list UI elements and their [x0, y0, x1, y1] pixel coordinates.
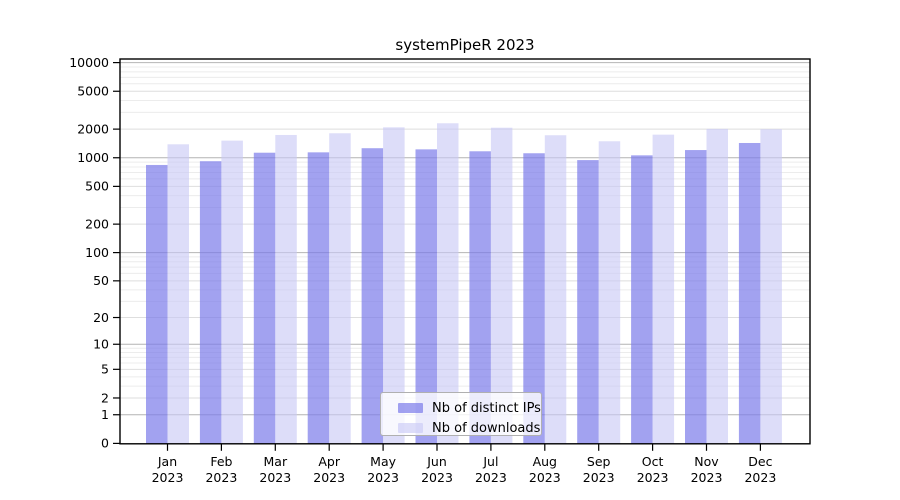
bar-nb-of-downloads-oct: [652, 134, 675, 444]
x-tick-year-feb: 2023: [205, 470, 237, 485]
x-tick-label-dec: Dec: [748, 454, 772, 469]
bar-nb-of-downloads-apr: [329, 133, 351, 444]
x-tick-label-jul: Jul: [482, 454, 498, 469]
bar-nb-of-distinct-ips-dec: [738, 142, 761, 444]
y-tick-label-500: 500: [85, 179, 109, 194]
bar-nb-of-distinct-ips-nov: [685, 150, 707, 444]
y-tick-label-10: 10: [93, 337, 109, 352]
x-tick-year-may: 2023: [367, 470, 399, 485]
x-tick-year-nov: 2023: [691, 470, 723, 485]
bar-nb-of-downloads-jan: [167, 144, 189, 444]
bar-nb-of-downloads-mar: [275, 134, 297, 444]
legend-label-downloads: Nb of downloads: [432, 420, 541, 436]
x-tick-label-sep: Sep: [587, 454, 611, 469]
chart-title: systemPipeR 2023: [395, 36, 535, 54]
x-tick-label-aug: Aug: [533, 454, 557, 469]
bar-nb-of-distinct-ips-oct: [631, 155, 653, 444]
bar-nb-of-distinct-ips-may: [361, 148, 384, 444]
legend-swatch-downloads-icon: [398, 423, 423, 433]
y-tick-label-20: 20: [93, 310, 109, 325]
bar-nb-of-distinct-ips-jun: [415, 149, 437, 444]
y-tick-label-5000: 5000: [77, 84, 109, 99]
bar-nb-of-downloads-may: [383, 127, 405, 444]
x-tick-label-nov: Nov: [694, 454, 719, 469]
bar-nb-of-distinct-ips-jul: [469, 151, 491, 444]
bar-nb-of-downloads-aug: [544, 135, 567, 444]
bar-nb-of-distinct-ips-mar: [253, 152, 276, 444]
x-tick-year-aug: 2023: [529, 470, 561, 485]
legend: Nb of distinct IPs Nb of downloads: [380, 392, 542, 436]
legend-label-distinct-ips: Nb of distinct IPs: [432, 400, 541, 416]
x-tick-label-jan: Jan: [157, 454, 177, 469]
x-tick-label-mar: Mar: [264, 454, 288, 469]
x-tick-year-apr: 2023: [313, 470, 345, 485]
x-tick-year-jan: 2023: [152, 470, 184, 485]
x-tick-label-feb: Feb: [210, 454, 232, 469]
bar-nb-of-distinct-ips-sep: [577, 160, 599, 444]
y-tick-label-100: 100: [85, 245, 109, 260]
bar-nb-of-distinct-ips-feb: [199, 161, 222, 444]
bar-nb-of-downloads-nov: [706, 128, 728, 444]
x-tick-year-sep: 2023: [583, 470, 615, 485]
bar-nb-of-distinct-ips-aug: [523, 153, 545, 444]
bar-nb-of-downloads-feb: [221, 140, 243, 444]
y-tick-label-1: 1: [101, 407, 109, 422]
x-tick-year-oct: 2023: [637, 470, 669, 485]
x-tick-year-dec: 2023: [744, 470, 776, 485]
bar-nb-of-downloads-jul: [490, 127, 513, 444]
y-tick-label-2: 2: [101, 390, 109, 405]
bar-nb-of-distinct-ips-apr: [307, 152, 330, 444]
x-tick-year-mar: 2023: [259, 470, 291, 485]
y-tick-label-10000: 10000: [69, 55, 109, 70]
bar-nb-of-downloads-jun: [437, 123, 459, 444]
legend-swatch-distinct-ips-icon: [398, 403, 423, 413]
y-tick-label-1000: 1000: [77, 150, 109, 165]
y-tick-label-50: 50: [93, 273, 109, 288]
x-tick-year-jun: 2023: [421, 470, 453, 485]
x-tick-label-may: May: [370, 454, 396, 469]
y-tick-label-200: 200: [85, 216, 109, 231]
x-tick-label-oct: Oct: [642, 454, 664, 469]
y-tick-label-5: 5: [101, 362, 109, 377]
bar-nb-of-distinct-ips-jan: [146, 164, 168, 444]
x-tick-label-apr: Apr: [318, 454, 340, 469]
legend-row-distinct-ips: Nb of distinct IPs: [381, 398, 541, 418]
y-tick-label-0: 0: [101, 436, 109, 451]
bar-nb-of-downloads-dec: [760, 129, 782, 444]
plot-frame: [119, 58, 811, 445]
bar-nb-of-downloads-sep: [598, 141, 621, 444]
legend-row-downloads: Nb of downloads: [381, 418, 541, 438]
y-tick-label-2000: 2000: [77, 121, 109, 136]
x-tick-year-jul: 2023: [475, 470, 507, 485]
x-tick-label-jun: Jun: [426, 454, 447, 469]
